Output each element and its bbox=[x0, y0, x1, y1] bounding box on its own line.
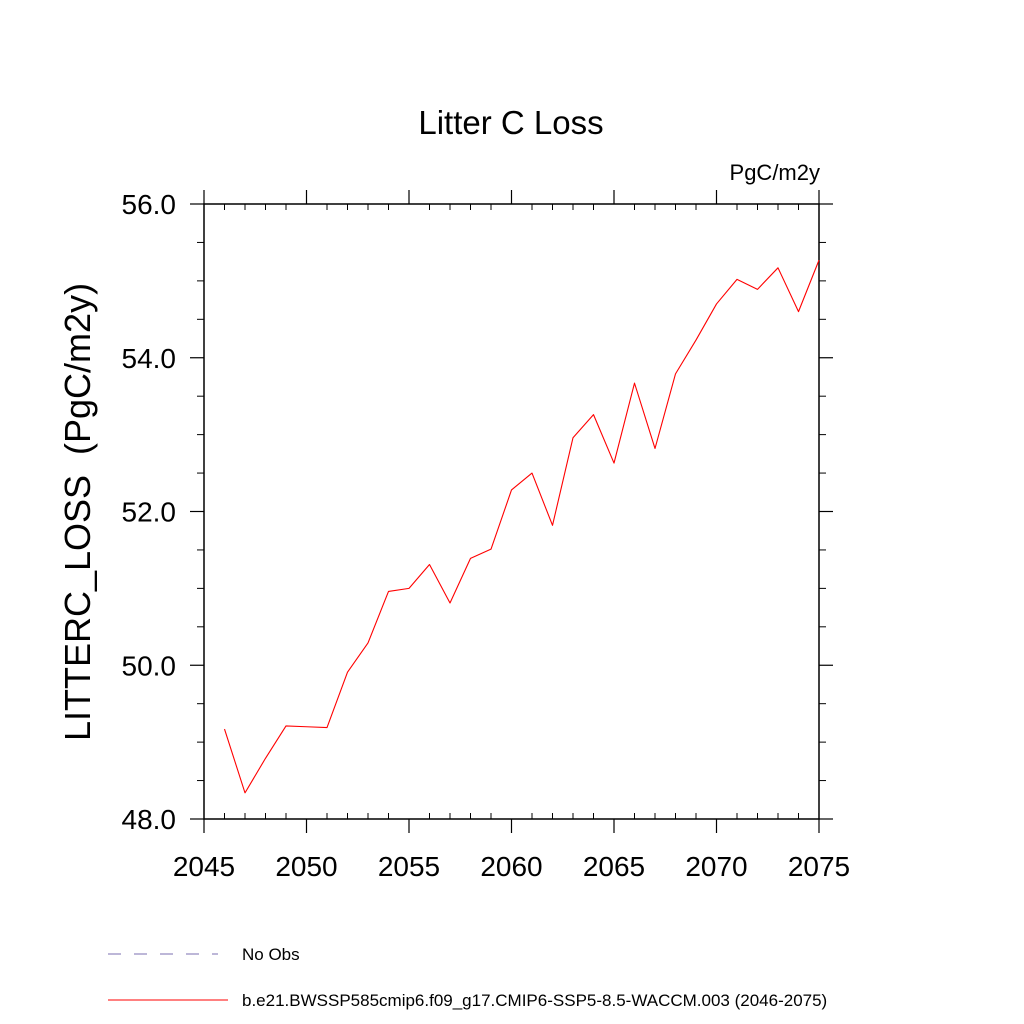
x-tick-labels: 2045 2050 2055 2060 2065 2070 2075 bbox=[173, 851, 850, 882]
y-tick-label: 56.0 bbox=[122, 189, 177, 220]
series-line bbox=[223, 259, 820, 794]
x-tick-label: 2045 bbox=[173, 851, 235, 882]
legend-label-no-obs: No Obs bbox=[242, 945, 300, 964]
x-tick-label: 2070 bbox=[685, 851, 747, 882]
y-tick-label: 54.0 bbox=[122, 343, 177, 374]
series-group bbox=[223, 259, 820, 794]
x-tick-label: 2075 bbox=[788, 851, 850, 882]
y-tick-labels: 48.0 50.0 52.0 54.0 56.0 bbox=[122, 189, 177, 835]
minor-ticks bbox=[197, 204, 826, 819]
chart-title: Litter C Loss bbox=[418, 104, 603, 141]
y-tick-label: 50.0 bbox=[122, 650, 177, 681]
x-tick-label: 2055 bbox=[378, 851, 440, 882]
x-tick-label: 2050 bbox=[275, 851, 337, 882]
x-tick-label: 2065 bbox=[583, 851, 645, 882]
major-ticks bbox=[190, 190, 833, 833]
y-tick-label: 52.0 bbox=[122, 497, 177, 528]
legend-label-model: b.e21.BWSSP585cmip6.f09_g17.CMIP6-SSP5-8… bbox=[242, 991, 827, 1010]
y-axis-label: LITTERC_LOSS (PgC/m2y) bbox=[57, 283, 98, 741]
x-tick-label: 2060 bbox=[480, 851, 542, 882]
units-label: PgC/m2y bbox=[730, 160, 820, 185]
y-tick-label: 48.0 bbox=[122, 804, 177, 835]
legend: No Obs b.e21.BWSSP585cmip6.f09_g17.CMIP6… bbox=[108, 945, 827, 1010]
